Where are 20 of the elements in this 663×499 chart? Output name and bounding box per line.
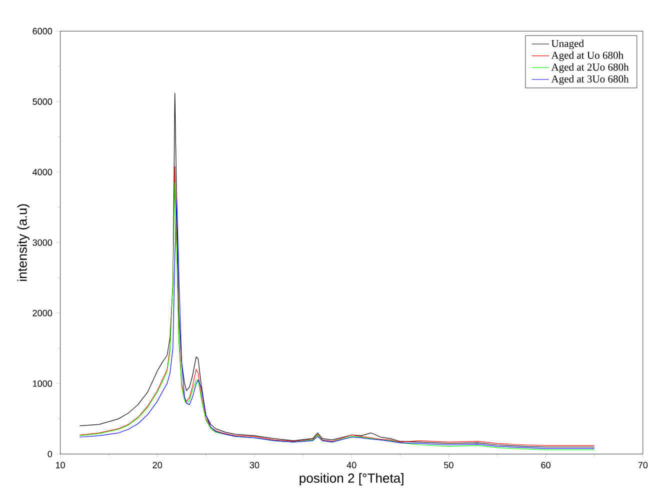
y-tick-label: 1000 [33, 380, 52, 387]
legend-label: Aged at Uo 680h [551, 51, 624, 61]
y-tick-label: 0 [48, 450, 52, 458]
x-tick-label: 40 [346, 462, 356, 468]
y-tick-label: 5000 [32, 98, 52, 105]
x-axis-title: position 2 [°Theta] [300, 473, 404, 486]
y-tick-label: 6000 [32, 28, 52, 34]
x-tick-label: 10 [56, 462, 65, 468]
legend-label: Aged at 3Uo 680h [551, 74, 629, 85]
x-tick-label: 30 [250, 462, 260, 468]
y-tick-label: 2000 [32, 310, 52, 316]
y-tick-label: 3000 [32, 239, 52, 246]
x-tick-label: 50 [444, 462, 454, 468]
y-tick-label: 4000 [32, 168, 52, 176]
legend-label: Unaged [551, 39, 584, 50]
y-axis-title: intensity (a.u) [17, 204, 30, 281]
x-tick-label: 20 [152, 462, 162, 468]
legend-label: Aged at 2Uo 680h [551, 63, 629, 73]
x-tick-label: 60 [541, 462, 550, 468]
x-tick-label: 70 [638, 462, 648, 468]
